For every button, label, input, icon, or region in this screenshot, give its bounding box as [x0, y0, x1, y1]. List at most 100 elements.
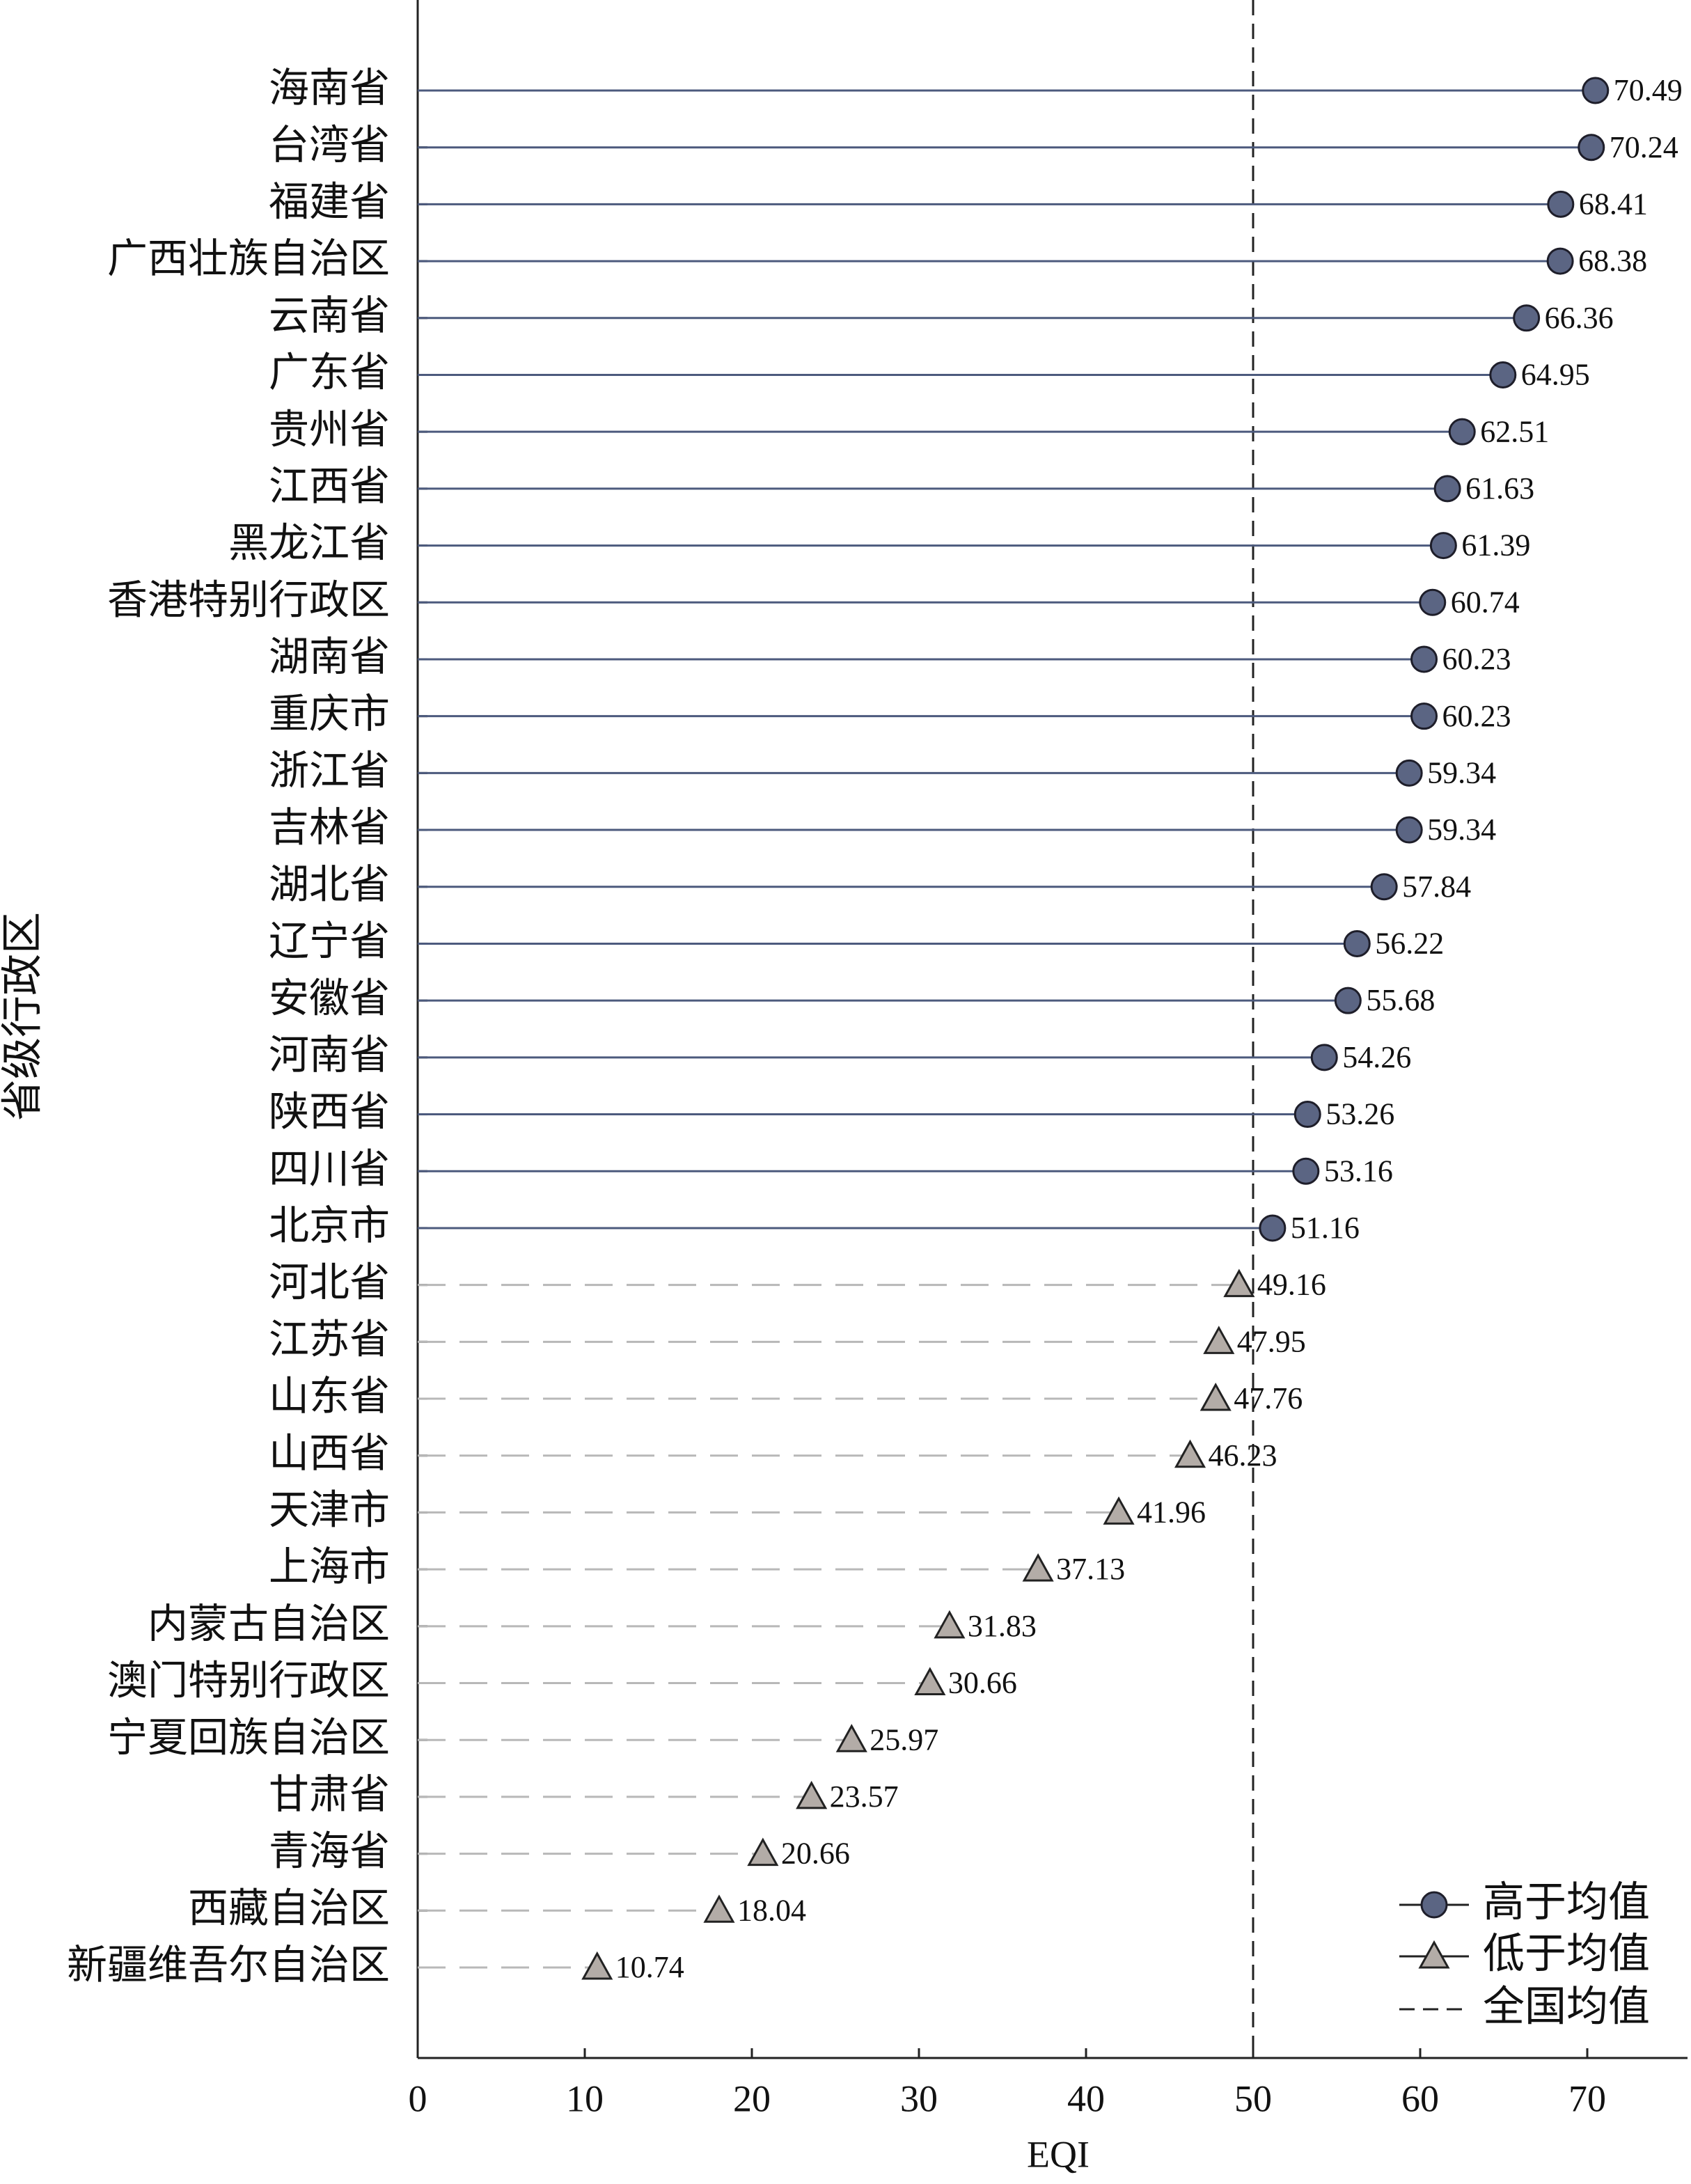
triangle [1022, 1553, 1054, 1582]
dot [1293, 1101, 1321, 1129]
triangle [914, 1667, 946, 1696]
y-tick-label: 西藏自治区 [188, 1884, 390, 1931]
x-tick-label: 30 [900, 2077, 938, 2119]
x-tick-label: 70 [1568, 2077, 1606, 2119]
y-tick-label: 新疆维吾尔自治区 [67, 1941, 390, 1988]
y-tick-label: 香港特别行政区 [107, 576, 390, 623]
value-label: 46.23 [1209, 1438, 1277, 1472]
y-tick-label: 吉林省 [269, 803, 390, 851]
y-tick-label: 江苏省 [269, 1315, 390, 1362]
triangle [835, 1724, 867, 1752]
value-label: 60.23 [1442, 699, 1511, 733]
triangle [1200, 1382, 1232, 1411]
value-label: 51.16 [1291, 1211, 1360, 1245]
dot [1343, 929, 1371, 957]
value-label: 59.34 [1427, 755, 1496, 789]
value-label: 18.04 [737, 1893, 806, 1927]
dot [1546, 247, 1574, 275]
dot [1582, 77, 1610, 104]
value-label: 41.96 [1137, 1495, 1206, 1530]
legend-marker [1418, 1940, 1450, 1969]
dot [1259, 1214, 1287, 1242]
dot [1410, 645, 1438, 673]
y-tick-label: 天津市 [269, 1486, 390, 1534]
value-label: 68.38 [1578, 244, 1647, 278]
value-label: 49.16 [1257, 1268, 1326, 1302]
value-label: 59.34 [1427, 812, 1496, 847]
dot [1513, 304, 1541, 332]
y-tick-label: 内蒙古自治区 [148, 1600, 390, 1647]
y-tick-label: 湖南省 [269, 633, 390, 680]
dot [1419, 588, 1447, 616]
x-tick-label: 40 [1067, 2077, 1105, 2119]
legend-marker [1420, 1891, 1448, 1919]
value-label: 70.49 [1614, 73, 1683, 107]
triangle [934, 1610, 966, 1639]
y-tick-label: 贵州省 [269, 405, 390, 453]
y-tick-label: 河北省 [269, 1259, 390, 1306]
dot [1410, 702, 1438, 730]
value-label: 57.84 [1402, 870, 1471, 904]
value-label: 66.36 [1545, 301, 1614, 335]
dot [1448, 418, 1476, 446]
value-label: 61.63 [1465, 471, 1534, 505]
y-tick-label: 安徽省 [269, 974, 390, 1021]
y-tick-label: 福建省 [269, 178, 390, 226]
y-tick-label: 宁夏回族自治区 [107, 1713, 390, 1761]
y-tick-label: 山东省 [269, 1372, 390, 1420]
value-label: 61.39 [1461, 528, 1530, 563]
y-tick-label: 北京市 [269, 1202, 390, 1249]
value-label: 70.24 [1610, 130, 1678, 164]
y-tick-label: 甘肃省 [269, 1770, 390, 1818]
value-label: 47.76 [1234, 1381, 1303, 1415]
value-label: 56.22 [1375, 927, 1444, 961]
triangle [703, 1894, 735, 1923]
triangle [581, 1951, 613, 1980]
dot [1310, 1044, 1338, 1071]
y-tick-label: 山西省 [269, 1429, 390, 1477]
value-label: 23.57 [830, 1780, 899, 1814]
dot [1370, 873, 1398, 901]
x-tick-label: 0 [409, 2077, 427, 2119]
dot [1395, 759, 1423, 787]
value-label: 60.23 [1442, 642, 1511, 676]
triangle [1103, 1496, 1135, 1525]
value-label: 62.51 [1480, 414, 1549, 448]
triangle [747, 1837, 779, 1867]
x-axis-label: EQI [1027, 2133, 1090, 2175]
y-tick-label: 云南省 [269, 292, 390, 339]
value-label: 54.26 [1342, 1040, 1411, 1074]
value-label: 53.26 [1326, 1097, 1394, 1131]
legend-label: 高于均值 [1483, 1878, 1650, 1927]
dot [1429, 532, 1457, 560]
triangle [796, 1780, 828, 1809]
dot [1433, 475, 1461, 503]
y-tick-label: 江西省 [269, 462, 390, 510]
value-label: 53.16 [1324, 1154, 1393, 1188]
value-label: 10.74 [615, 1950, 684, 1984]
y-tick-label: 陕西省 [269, 1088, 390, 1136]
value-label: 25.97 [870, 1722, 938, 1757]
legend-label: 低于均值 [1483, 1930, 1650, 1979]
dot [1489, 361, 1517, 388]
y-tick-label: 辽宁省 [269, 918, 390, 965]
value-label: 68.41 [1579, 187, 1648, 221]
y-tick-label: 四川省 [269, 1145, 390, 1192]
y-tick-label: 广东省 [269, 349, 390, 396]
x-tick-label: 50 [1234, 2077, 1272, 2119]
dot [1547, 190, 1575, 218]
y-tick-label: 河南省 [269, 1031, 390, 1078]
value-label: 47.95 [1237, 1324, 1306, 1358]
y-tick-label: 黑龙江省 [228, 519, 390, 567]
y-tick-label: 湖北省 [269, 861, 390, 908]
value-label: 30.66 [948, 1666, 1017, 1700]
value-label: 20.66 [781, 1837, 850, 1871]
y-tick-label: 海南省 [269, 64, 390, 111]
dot [1395, 816, 1423, 844]
triangle [1174, 1439, 1206, 1468]
dot [1292, 1157, 1320, 1185]
x-tick-label: 10 [566, 2077, 604, 2119]
dot [1578, 134, 1605, 162]
value-label: 64.95 [1521, 358, 1590, 392]
